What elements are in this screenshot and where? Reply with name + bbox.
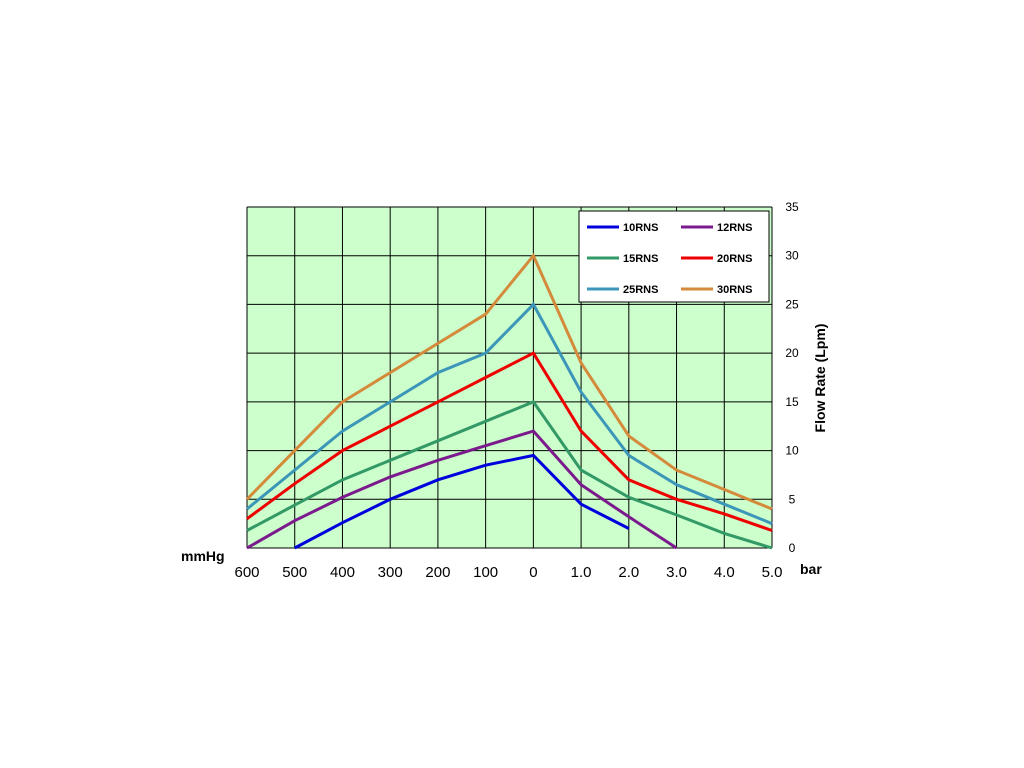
legend-label: 30RNS — [717, 284, 752, 296]
series-line-15rns — [246, 400, 773, 550]
series-line-12rns — [246, 429, 678, 550]
x-tick-label: 2.0 — [618, 564, 639, 581]
y-tick-label: 25 — [785, 297, 799, 311]
legend-label: 15RNS — [623, 253, 658, 265]
x-tick-label: 5.0 — [762, 564, 783, 581]
legend-label: 25RNS — [623, 284, 658, 296]
series-lines — [245, 252, 773, 550]
x-tick-label: 500 — [282, 564, 307, 581]
series-line-20rns — [246, 351, 773, 532]
x-tick-label: 0 — [529, 564, 537, 581]
y-tick-label: 20 — [785, 346, 799, 360]
legend-item-15rns: 15RNS — [587, 253, 658, 265]
series-line-25rns — [246, 301, 773, 525]
series-line-30rns — [245, 252, 773, 511]
legend-item-10rns: 10RNS — [587, 222, 658, 234]
y-axis-label: Flow Rate (Lpm) — [812, 324, 828, 433]
legend-item-12rns: 12RNS — [681, 222, 752, 234]
y-tick-label: 35 — [785, 200, 799, 214]
legend-item-20rns: 20RNS — [681, 253, 752, 265]
x-tick-label: 200 — [425, 564, 450, 581]
x-axis-ticks: 600 500 400 300 200 100 0 1.0 2.0 3.0 4.0 5.0 — [234, 564, 782, 581]
y-tick-label: 0 — [789, 541, 796, 555]
y-tick-label: 30 — [785, 249, 799, 263]
x-tick-label: 600 — [234, 564, 259, 581]
y-tick-label: 5 — [789, 492, 796, 506]
legend-item-30rns: 30RNS — [681, 284, 752, 296]
x-axis-right-unit: bar — [800, 561, 822, 577]
legend-item-25rns: 25RNS — [587, 284, 658, 296]
legend-label: 10RNS — [623, 222, 658, 234]
legend-label: 12RNS — [717, 222, 752, 234]
legend-label: 20RNS — [717, 253, 752, 265]
x-tick-label: 300 — [378, 564, 403, 581]
x-tick-label: 400 — [330, 564, 355, 581]
x-tick-label: 100 — [473, 564, 498, 581]
x-axis-left-unit: mmHg — [181, 548, 225, 564]
x-tick-label: 4.0 — [714, 564, 735, 581]
x-tick-label: 3.0 — [666, 564, 687, 581]
x-tick-label: 1.0 — [571, 564, 592, 581]
series-line-10rns — [293, 453, 630, 550]
legend: 10RNS 12RNS 15RNS 20RNS 25RNS 30RNS — [578, 210, 770, 303]
y-tick-label: 15 — [785, 395, 799, 409]
y-axis-ticks: 0 5 10 15 20 25 30 35 — [785, 200, 799, 555]
y-tick-label: 10 — [785, 444, 799, 458]
